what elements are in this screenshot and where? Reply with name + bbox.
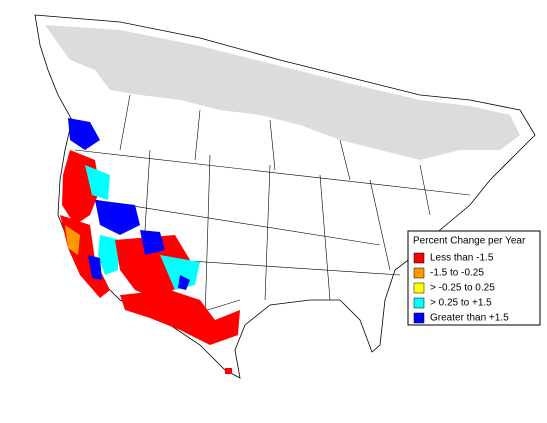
change-region [178, 275, 190, 290]
legend-label: Less than -1.5 [430, 253, 494, 264]
legend-swatch [413, 282, 425, 294]
legend: Percent Change per Year Less than -1.5 -1… [407, 230, 541, 326]
legend-label: > 0.25 to +1.5 [430, 298, 492, 309]
legend-label: > -0.25 to 0.25 [430, 283, 495, 294]
change-region [225, 368, 232, 374]
change-region [95, 200, 140, 235]
legend-label: -1.5 to -0.25 [430, 268, 484, 279]
legend-box [407, 230, 541, 326]
legend-label: Greater than +1.5 [430, 313, 509, 324]
legend-swatch [413, 267, 425, 279]
change-region [68, 118, 100, 150]
change-region [120, 290, 240, 345]
change-region [160, 255, 200, 290]
northern-region [45, 25, 520, 160]
legend-title: Percent Change per Year [413, 236, 526, 247]
change-region [88, 255, 102, 280]
legend-swatch [413, 252, 425, 264]
legend-items: Less than -1.5 -1.5 to -0.25 > -0.25 to 0.… [413, 252, 509, 324]
change-region [98, 235, 120, 275]
legend-swatch [413, 312, 425, 324]
change-region [115, 235, 190, 300]
legend-swatch [413, 297, 425, 309]
change-region [140, 230, 165, 255]
change-region [85, 165, 110, 200]
change-regions [60, 118, 240, 374]
change-region [65, 225, 80, 255]
